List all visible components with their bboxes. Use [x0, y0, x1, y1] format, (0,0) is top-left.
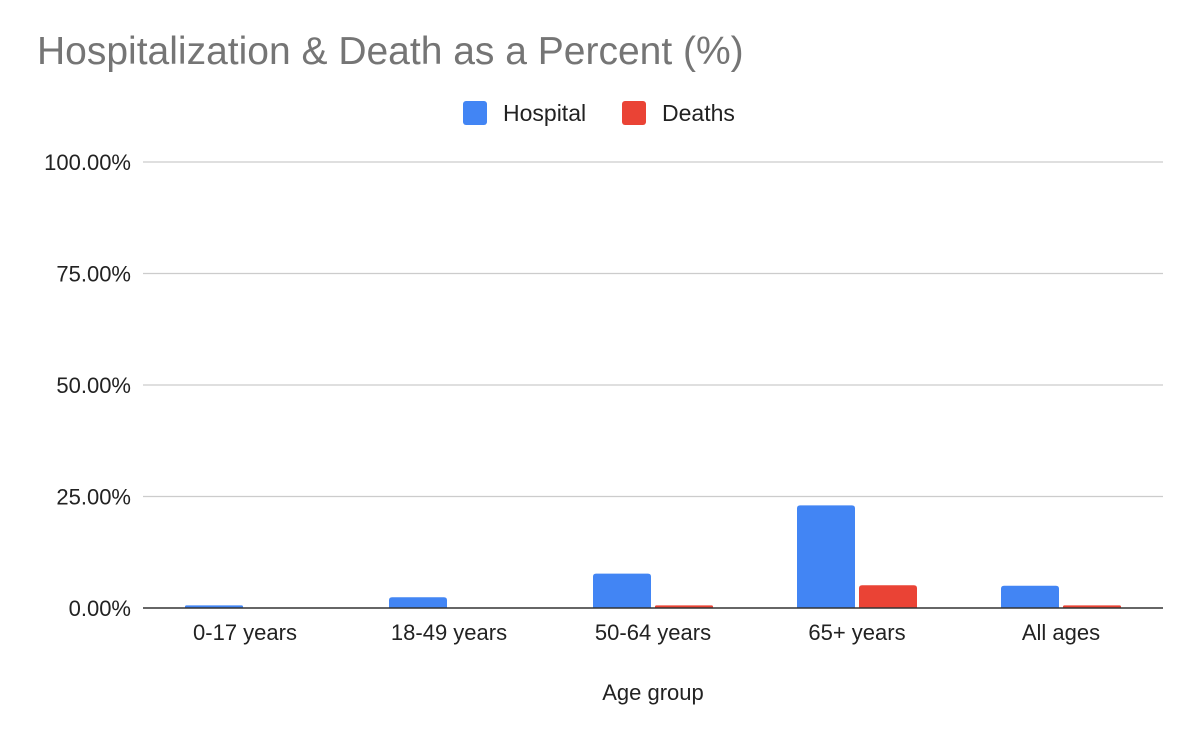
legend-label-deaths: Deaths [662, 100, 735, 126]
y-tick-label: 25.00% [56, 485, 131, 510]
y-axis-ticks: 0.00% 25.00% 50.00% 75.00% 100.00% [44, 150, 131, 621]
bar-hospital-2 [593, 573, 651, 608]
y-tick-label: 100.00% [44, 150, 131, 175]
gridlines [143, 161, 1163, 498]
bar-hospital-1 [389, 597, 447, 608]
legend: Hospital Deaths [463, 100, 735, 126]
x-tick-label: 18-49 years [391, 620, 507, 645]
legend-swatch-hospital [463, 101, 487, 125]
x-tick-label: 50-64 years [595, 620, 711, 645]
x-tick-label: All ages [1022, 620, 1100, 645]
x-axis-title: Age group [602, 680, 704, 705]
y-tick-label: 50.00% [56, 373, 131, 398]
bar-hospital-3 [797, 505, 855, 608]
x-tick-label: 65+ years [808, 620, 905, 645]
legend-label-hospital: Hospital [503, 100, 586, 126]
legend-swatch-deaths [622, 101, 646, 125]
y-tick-label: 75.00% [56, 262, 131, 287]
bar-hospital-4 [1001, 585, 1059, 608]
x-axis-ticks: 0-17 years 18-49 years 50-64 years 65+ year… [193, 620, 1100, 645]
chart-title: Hospitalization & Death as a Percent (%) [37, 30, 744, 73]
bars [185, 505, 1121, 608]
x-tick-label: 0-17 years [193, 620, 297, 645]
y-tick-label: 0.00% [69, 596, 131, 621]
bar-deaths-3 [859, 585, 917, 608]
